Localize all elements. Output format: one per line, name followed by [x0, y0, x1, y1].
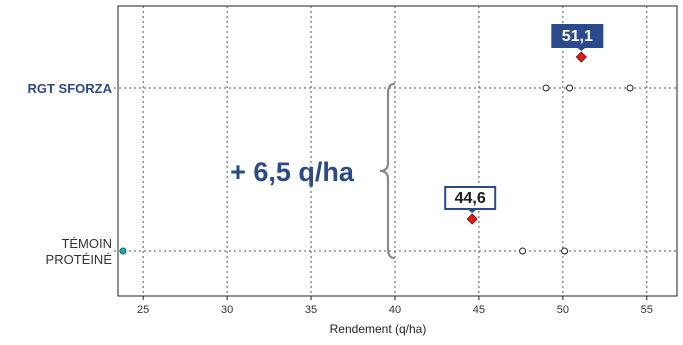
category-label-line: RGT SFORZA	[28, 81, 113, 96]
category-label-line: PROTÉINÉ	[46, 252, 113, 267]
tick-label-30: 30	[221, 304, 233, 316]
category-label-line: TÉMOIN	[61, 236, 112, 251]
data-points	[119, 84, 634, 255]
x-axis-ticks: 25 30 35 40 45 50 55	[137, 296, 653, 316]
category-labels: RGT SFORZA TÉMOIN PROTÉINÉ	[28, 81, 113, 267]
brace-path	[379, 82, 396, 260]
grid-lines	[114, 6, 677, 296]
mean-label-pointer-0	[576, 47, 587, 51]
data-point	[566, 84, 574, 92]
data-point	[626, 84, 634, 92]
x-axis-label: Rendement (q/ha)	[330, 322, 427, 336]
mean-label-pointer-1	[467, 209, 478, 213]
gain-annotation: + 6,5 q/ha	[230, 157, 355, 187]
mean-marker-0	[575, 51, 587, 63]
plot-frame	[117, 5, 678, 297]
data-point	[561, 247, 569, 255]
tick-label-40: 40	[389, 304, 401, 316]
tick-label-45: 45	[473, 304, 485, 316]
tick-label-50: 50	[557, 304, 569, 316]
mean-value-label-1: 44,6	[455, 190, 486, 207]
tick-label-55: 55	[641, 304, 653, 316]
gain-brace	[379, 82, 396, 260]
tick-label-35: 35	[305, 304, 317, 316]
category-label-1: TÉMOIN PROTÉINÉ	[46, 236, 113, 267]
mean-marker-1	[466, 213, 478, 225]
mean-markers: 51,1 44,6	[444, 24, 604, 225]
tick-label-25: 25	[137, 304, 149, 316]
mean-value-label-0: 51,1	[562, 28, 593, 45]
data-point	[119, 247, 127, 255]
data-point	[519, 247, 527, 255]
category-label-0: RGT SFORZA	[28, 81, 113, 96]
data-point	[542, 84, 550, 92]
